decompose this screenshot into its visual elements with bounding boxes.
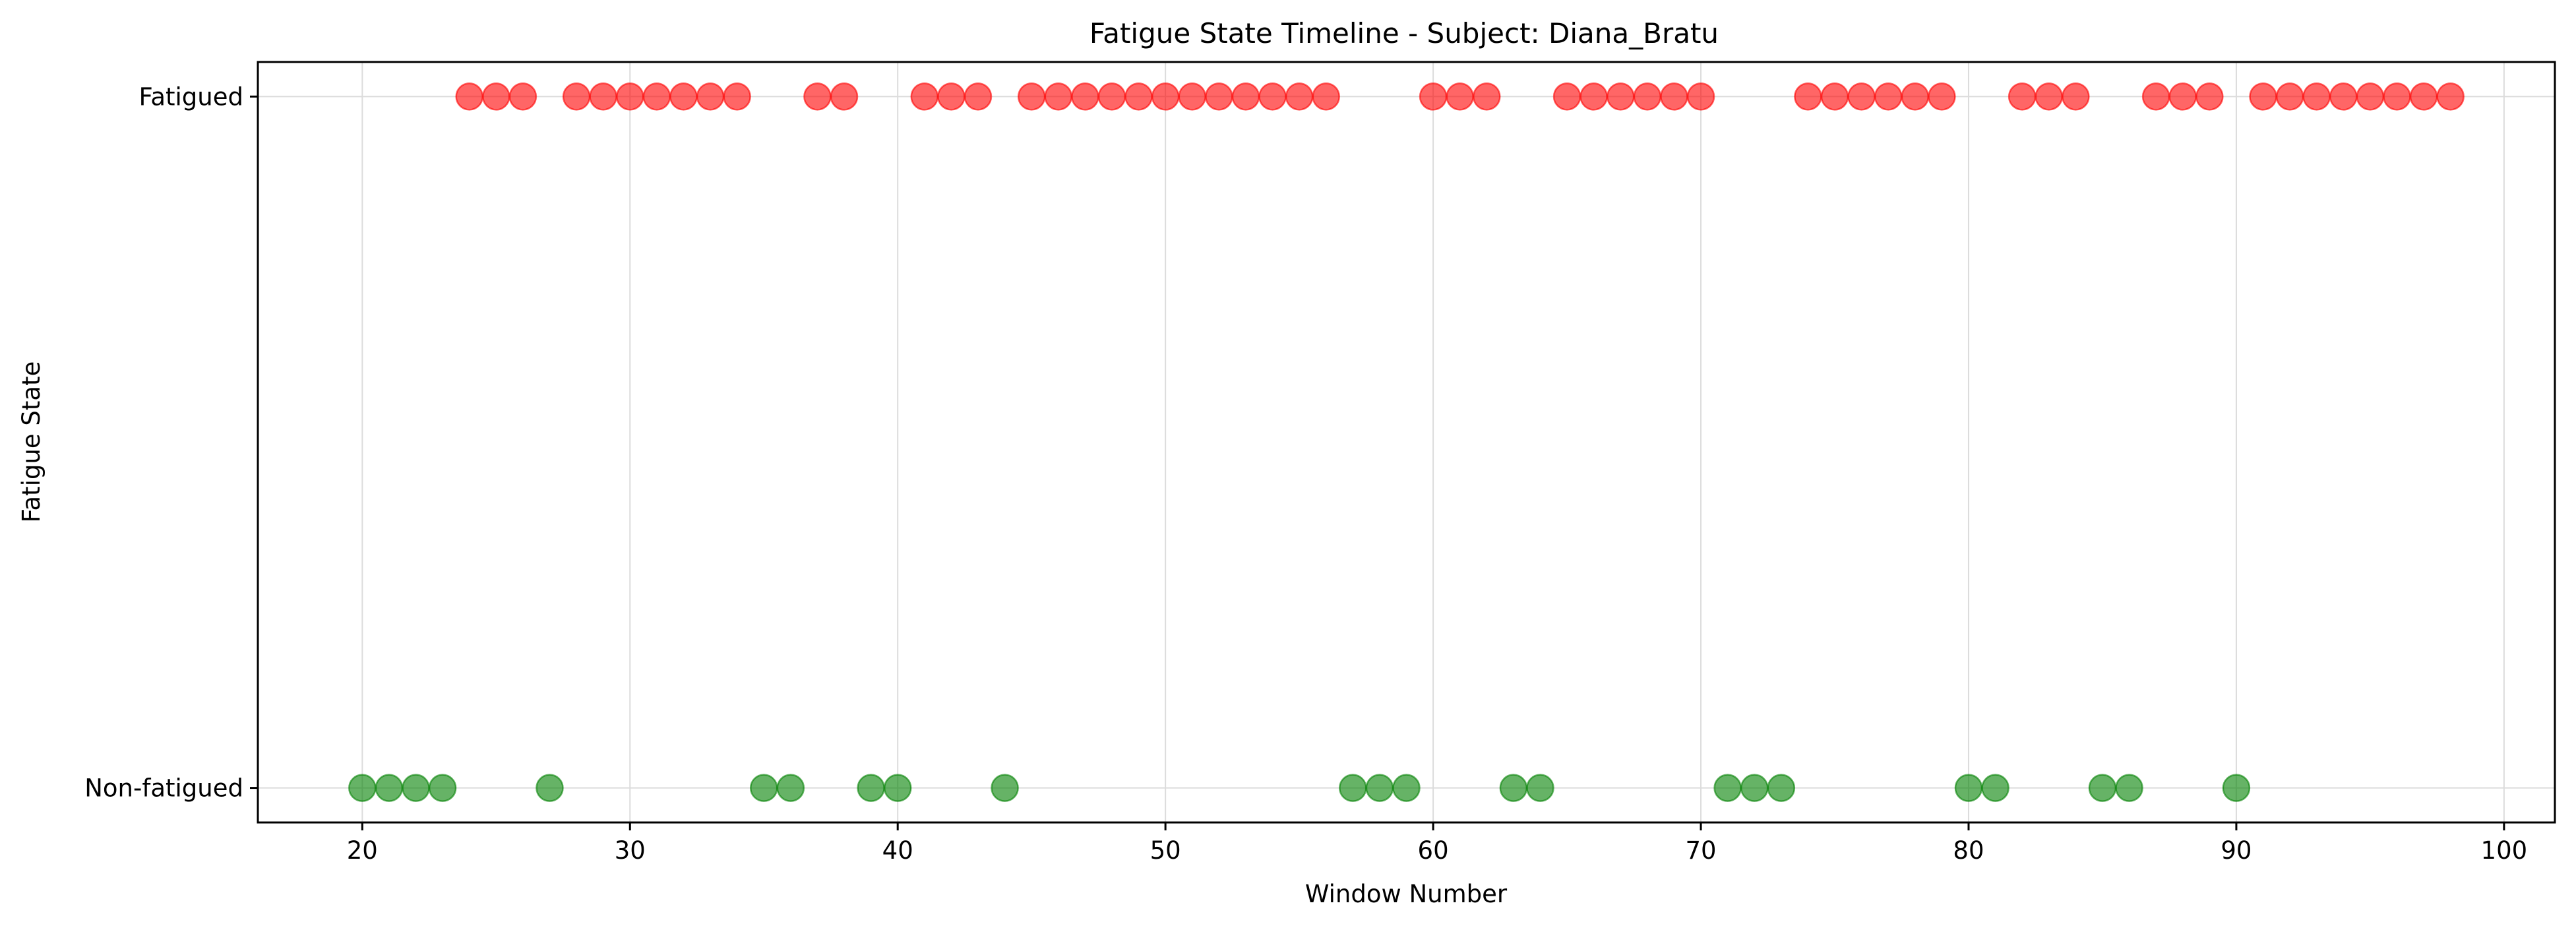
x-tick-label: 70 [1685, 836, 1716, 865]
non-fatigued-point [1713, 774, 1742, 802]
fatigued-point [696, 82, 725, 111]
fatigued-point [1312, 82, 1340, 111]
non-fatigued-point [402, 774, 430, 802]
fatigued-point [2168, 82, 2197, 111]
non-fatigued-point [1767, 774, 1796, 802]
fatigued-point [2329, 82, 2358, 111]
non-fatigued-point [749, 774, 778, 802]
fatigued-point [616, 82, 644, 111]
fatigued-point [1847, 82, 1876, 111]
fatigued-point [1579, 82, 1608, 111]
non-fatigued-point [2115, 774, 2143, 802]
x-tick-label: 80 [1953, 836, 1984, 865]
non-fatigued-point [857, 774, 885, 802]
non-fatigued-point [1526, 774, 1554, 802]
fatigued-point [455, 82, 483, 111]
fatigued-point [1258, 82, 1287, 111]
fatigued-point [1151, 82, 1180, 111]
non-fatigued-point [991, 774, 1019, 802]
non-fatigued-point [1365, 774, 1394, 802]
y-tick-label: Non-fatigued [84, 774, 243, 803]
fatigued-point [2141, 82, 2170, 111]
y-axis: Non-fatigued Fatigued [84, 82, 258, 803]
fatigued-point [1686, 82, 1715, 111]
non-fatigued-point [1339, 774, 1367, 802]
x-tick-label: 30 [615, 836, 646, 865]
non-fatigued-point [1499, 774, 1528, 802]
non-fatigued-point [776, 774, 805, 802]
x-tick-label: 20 [347, 836, 378, 865]
fatigued-point [2249, 82, 2277, 111]
fatigued-point [1607, 82, 1635, 111]
fatigued-point [2383, 82, 2411, 111]
fatigued-point [803, 82, 832, 111]
grid-lines [258, 62, 2555, 822]
fatigued-point [1124, 82, 1153, 111]
non-fatigued-point [2222, 774, 2251, 802]
fatigued-point [1017, 82, 1046, 111]
x-tick-label: 50 [1150, 836, 1181, 865]
x-tick-label: 40 [882, 836, 913, 865]
fatigued-point [1419, 82, 1448, 111]
fatigued-point [1794, 82, 1822, 111]
x-tick-label: 60 [1418, 836, 1449, 865]
fatigued-point [1660, 82, 1688, 111]
fatigued-point [589, 82, 617, 111]
fatigued-point [1552, 82, 1581, 111]
fatigued-point [1285, 82, 1314, 111]
fatigued-point [1044, 82, 1073, 111]
fatigued-point [1928, 82, 1956, 111]
non-fatigued-point [536, 774, 564, 802]
fatigued-point [2008, 82, 2037, 111]
fatigued-point [642, 82, 671, 111]
non-fatigued-point [1954, 774, 1983, 802]
non-fatigued-point [348, 774, 377, 802]
scatter-points [348, 82, 2465, 802]
fatigued-point [2302, 82, 2331, 111]
fatigued-point [1820, 82, 1849, 111]
fatigued-point [830, 82, 859, 111]
non-fatigued-point [375, 774, 404, 802]
fatigued-point [1446, 82, 1474, 111]
y-axis-label: Fatigue State [17, 361, 46, 523]
x-tick-label: 100 [2481, 836, 2528, 865]
fatigued-point [723, 82, 751, 111]
fatigued-point [482, 82, 510, 111]
fatigued-point [2356, 82, 2385, 111]
non-fatigued-point [2088, 774, 2117, 802]
non-fatigued-point [428, 774, 457, 802]
fatigued-point [937, 82, 966, 111]
fatigued-point [508, 82, 537, 111]
fatigued-point [964, 82, 993, 111]
fatigued-point [1901, 82, 1930, 111]
fatigued-point [910, 82, 939, 111]
fatigued-point [2195, 82, 2224, 111]
non-fatigued-point [1740, 774, 1769, 802]
x-tick-label: 90 [2221, 836, 2252, 865]
x-axis-label: Window Number [1305, 880, 1508, 908]
fatigued-point [2436, 82, 2465, 111]
y-tick-label: Fatigued [138, 82, 243, 111]
fatigued-point [2035, 82, 2064, 111]
fatigued-point [669, 82, 698, 111]
fatigued-point [1178, 82, 1206, 111]
fatigued-point [1473, 82, 1501, 111]
non-fatigued-point [1981, 774, 2009, 802]
non-fatigued-point [883, 774, 912, 802]
fatigued-point [562, 82, 591, 111]
fatigued-point [1097, 82, 1126, 111]
fatigued-point [1205, 82, 1233, 111]
fatigued-point [1633, 82, 1662, 111]
fatigued-point [2409, 82, 2438, 111]
plot-frame [257, 61, 2556, 824]
fatigued-point [1231, 82, 1260, 111]
fatigued-point [2062, 82, 2090, 111]
fatigued-point [1874, 82, 1903, 111]
fatigued-point [1071, 82, 1099, 111]
chart-title: Fatigue State Timeline - Subject: Diana_… [1089, 17, 1719, 49]
fatigued-point [2275, 82, 2304, 111]
non-fatigued-point [1392, 774, 1421, 802]
x-axis: 20 30 40 50 60 70 80 90 100 [347, 822, 2527, 865]
